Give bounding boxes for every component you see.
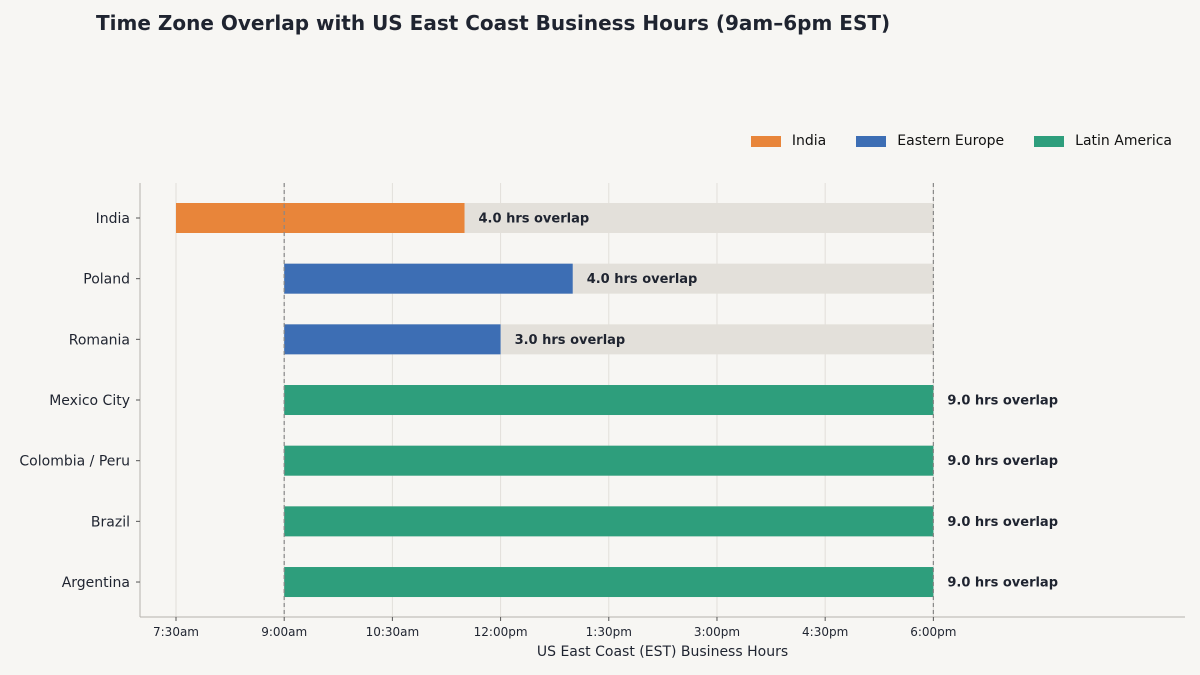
- x-tick-label: 12:00pm: [474, 625, 528, 639]
- x-tick-label: 9:00am: [261, 625, 307, 639]
- legend-label-eastern-europe: Eastern Europe: [897, 133, 1005, 149]
- x-tick-label: 10:30am: [366, 625, 420, 639]
- legend-swatch-eastern-europe: [856, 135, 887, 147]
- overlap-label-argentina: 9.0 hrs overlap: [947, 576, 1058, 591]
- x-tick-label: 7:30am: [153, 625, 199, 639]
- legend-item-eastern-europe: Eastern Europe: [856, 133, 1004, 149]
- y-tick-label-mexico-city: Mexico City: [49, 393, 130, 409]
- legend-item-india: India: [750, 133, 827, 149]
- overlap-label-india: 4.0 hrs overlap: [479, 212, 590, 227]
- y-tick-label-romania: Romania: [69, 332, 130, 348]
- overlap-bar-mexico-city: [284, 385, 934, 416]
- y-tick-label-india: India: [96, 211, 130, 227]
- overlap-label-romania: 3.0 hrs overlap: [515, 333, 626, 348]
- legend-label-india: India: [791, 133, 827, 149]
- overlap-bar-india: [176, 203, 465, 233]
- overlap-bar-poland: [284, 263, 573, 294]
- overlap-label-brazil: 9.0 hrs overlap: [947, 515, 1058, 530]
- x-tick-label: 6:00pm: [910, 625, 956, 639]
- y-tick-label-poland: Poland: [83, 272, 130, 288]
- legend-label-latin-america: Latin America: [1075, 133, 1172, 149]
- legend-item-latin-america: Latin America: [1034, 133, 1172, 149]
- overlap-label-poland: 4.0 hrs overlap: [587, 272, 698, 287]
- overlap-label-colombia-peru: 9.0 hrs overlap: [947, 454, 1058, 469]
- y-tick-label-colombia-peru: Colombia / Peru: [19, 454, 130, 470]
- legend-swatch-india: [750, 135, 781, 147]
- overlap-bar-brazil: [284, 506, 934, 537]
- legend-swatch-latin-america: [1034, 135, 1065, 147]
- overlap-bar-romania: [284, 324, 501, 355]
- x-tick-label: 1:30pm: [586, 625, 632, 639]
- x-tick-label: 4:30pm: [802, 625, 848, 639]
- overlap-bar-argentina: [284, 567, 934, 598]
- chart-title: Time Zone Overlap with US East Coast Bus…: [96, 11, 891, 35]
- chart-legend: India Eastern Europe Latin America: [750, 133, 1172, 149]
- overlap-label-mexico-city: 9.0 hrs overlap: [947, 394, 1058, 409]
- x-axis-label: US East Coast (EST) Business Hours: [536, 644, 789, 660]
- y-tick-label-argentina: Argentina: [62, 575, 130, 591]
- x-tick-label: 3:00pm: [694, 625, 740, 639]
- y-tick-label-brazil: Brazil: [91, 514, 130, 530]
- overlap-bar-colombia-peru: [284, 445, 934, 476]
